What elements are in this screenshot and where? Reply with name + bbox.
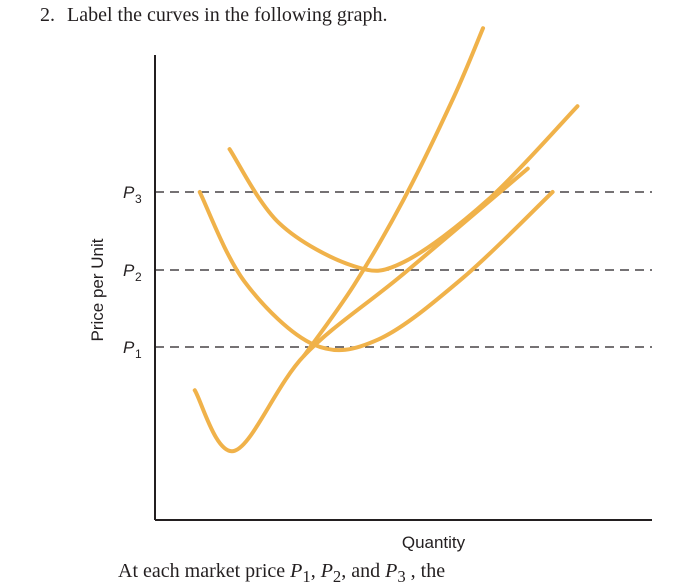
footer-p1: P [290,560,303,582]
footer-text-b: , [310,560,321,582]
price-tick-sub-1: 1 [135,347,142,361]
footer-p2: P [320,560,333,582]
footer-text: At each market price P1, P2, and P3 , th… [118,560,446,586]
question-prompt: 2. Label the curves in the following gra… [40,4,387,27]
price-tick-sub-3: 3 [135,192,142,206]
curve-3 [227,104,580,273]
curve-2 [197,190,555,353]
curve-4 [302,26,486,358]
x-axis-title: Quantity [402,533,466,552]
price-tick-1: P [123,338,135,357]
footer-p3: P [385,560,398,582]
y-axis-title: Price per Unit [88,238,107,341]
footer-text-a: At each market price [118,560,291,582]
price-tick-sub-2: 2 [135,270,142,284]
price-tick-2: P [123,261,135,280]
question-text: Label the curves in the following graph. [67,4,388,26]
footer-text-d: , the [405,560,446,582]
price-tick-3: P [123,183,135,202]
question-number: 2. [40,4,55,26]
footer-text-c: , and [341,560,386,582]
